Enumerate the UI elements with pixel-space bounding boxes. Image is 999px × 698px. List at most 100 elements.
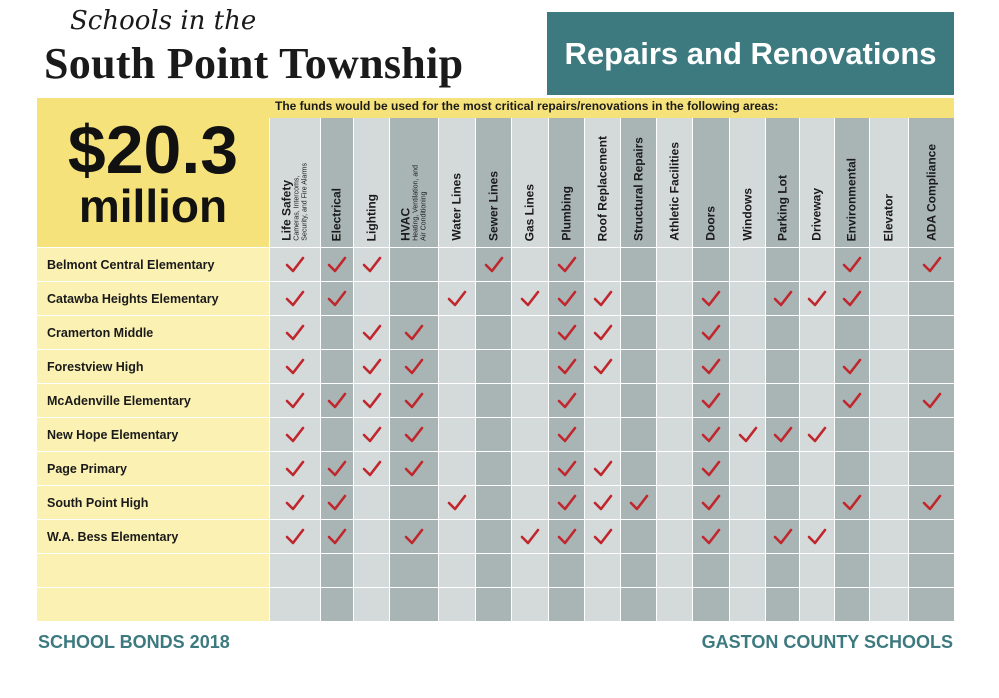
grid-cell — [320, 315, 353, 349]
grid-cell — [475, 315, 511, 349]
column-label: Lighting — [364, 193, 378, 241]
grid-cell — [620, 485, 656, 519]
grid-cell — [475, 587, 511, 621]
grid-cell — [353, 451, 389, 485]
grid-cell — [269, 587, 320, 621]
grid-cell — [656, 281, 692, 315]
grid-cell — [799, 315, 834, 349]
checkmark-icon — [593, 528, 613, 546]
grid-cell — [548, 553, 584, 587]
amount-box: $20.3 million — [37, 98, 269, 247]
checkmark-icon — [701, 426, 721, 444]
checkmark-icon — [842, 392, 862, 410]
grid-cell — [438, 451, 475, 485]
grid-cell — [548, 485, 584, 519]
grid-cell — [834, 247, 869, 281]
column-label: Athletic Facilities — [667, 142, 681, 241]
column-header-lighting: Lighting — [353, 118, 389, 247]
grid-cell — [692, 315, 729, 349]
grid-cell — [389, 519, 438, 553]
grid-cell — [320, 587, 353, 621]
grid-cell — [389, 247, 438, 281]
grid-cell — [320, 519, 353, 553]
grid-cell — [869, 519, 908, 553]
grid-cell — [765, 247, 799, 281]
grid-cell — [908, 349, 954, 383]
grid-cell — [729, 587, 765, 621]
grid-cell — [765, 587, 799, 621]
grid-cell — [584, 485, 620, 519]
grid-cell — [729, 247, 765, 281]
column-header-driveway: Driveway — [799, 118, 834, 247]
checkmark-icon — [593, 324, 613, 342]
column-label: Doors — [703, 206, 718, 241]
grid-cell — [656, 247, 692, 281]
grid-cell — [511, 485, 548, 519]
checkmark-icon — [922, 392, 942, 410]
grid-cell — [438, 587, 475, 621]
grid-cell — [511, 315, 548, 349]
grid-cell — [353, 553, 389, 587]
grid-cell — [729, 485, 765, 519]
grid-cell — [438, 281, 475, 315]
grid-cell — [320, 383, 353, 417]
checkmark-icon — [593, 494, 613, 512]
grid-cell — [834, 587, 869, 621]
grid-cell — [475, 417, 511, 451]
column-header-plumbing: Plumbing — [548, 118, 584, 247]
checkmark-icon — [404, 426, 424, 444]
grid-cell — [729, 417, 765, 451]
grid-cell — [620, 281, 656, 315]
school-name — [37, 553, 269, 587]
grid-cell — [729, 383, 765, 417]
grid-cell — [475, 485, 511, 519]
grid-cell — [548, 451, 584, 485]
grid-cell — [656, 417, 692, 451]
checkmark-icon — [557, 256, 577, 274]
grid-cell — [799, 587, 834, 621]
grid-cell — [869, 417, 908, 451]
grid-cell — [908, 451, 954, 485]
grid-cell — [692, 247, 729, 281]
grid-cell — [353, 417, 389, 451]
grid-cell — [765, 519, 799, 553]
grid-cell — [511, 553, 548, 587]
checkmark-icon — [773, 426, 793, 444]
grid-cell — [511, 451, 548, 485]
grid-cell — [438, 247, 475, 281]
grid-cell — [511, 349, 548, 383]
grid-cell — [799, 553, 834, 587]
school-name: W.A. Bess Elementary — [37, 519, 269, 553]
checkmark-icon — [520, 528, 540, 546]
grid-cell — [548, 519, 584, 553]
checkmark-icon — [557, 460, 577, 478]
column-header-gas-lines: Gas Lines — [511, 118, 548, 247]
checkmark-icon — [738, 426, 758, 444]
column-label: Gas Lines — [522, 183, 537, 241]
grid-cell — [475, 383, 511, 417]
grid-cell — [353, 315, 389, 349]
checkmark-icon — [842, 256, 862, 274]
grid-cell — [584, 281, 620, 315]
column-label: ADA Compliance — [924, 144, 938, 241]
grid-cell — [729, 553, 765, 587]
checkmark-icon — [520, 290, 540, 308]
grid-cell — [584, 417, 620, 451]
grid-cell — [511, 587, 548, 621]
grid-cell — [620, 553, 656, 587]
grid-cell — [475, 553, 511, 587]
grid-cell — [320, 553, 353, 587]
column-header-parking-lot: Parking Lot — [765, 118, 799, 247]
grid-cell — [765, 417, 799, 451]
checkmark-icon — [327, 290, 347, 308]
column-label: Life Safety — [279, 180, 294, 241]
grid-cell — [834, 553, 869, 587]
grid-cell — [438, 553, 475, 587]
grid-cell — [389, 383, 438, 417]
checkmark-icon — [285, 358, 305, 376]
grid-cell — [438, 485, 475, 519]
grid-cell — [584, 247, 620, 281]
column-label: Roof Replacement — [595, 135, 609, 241]
grid-cell — [869, 587, 908, 621]
grid-cell — [692, 485, 729, 519]
